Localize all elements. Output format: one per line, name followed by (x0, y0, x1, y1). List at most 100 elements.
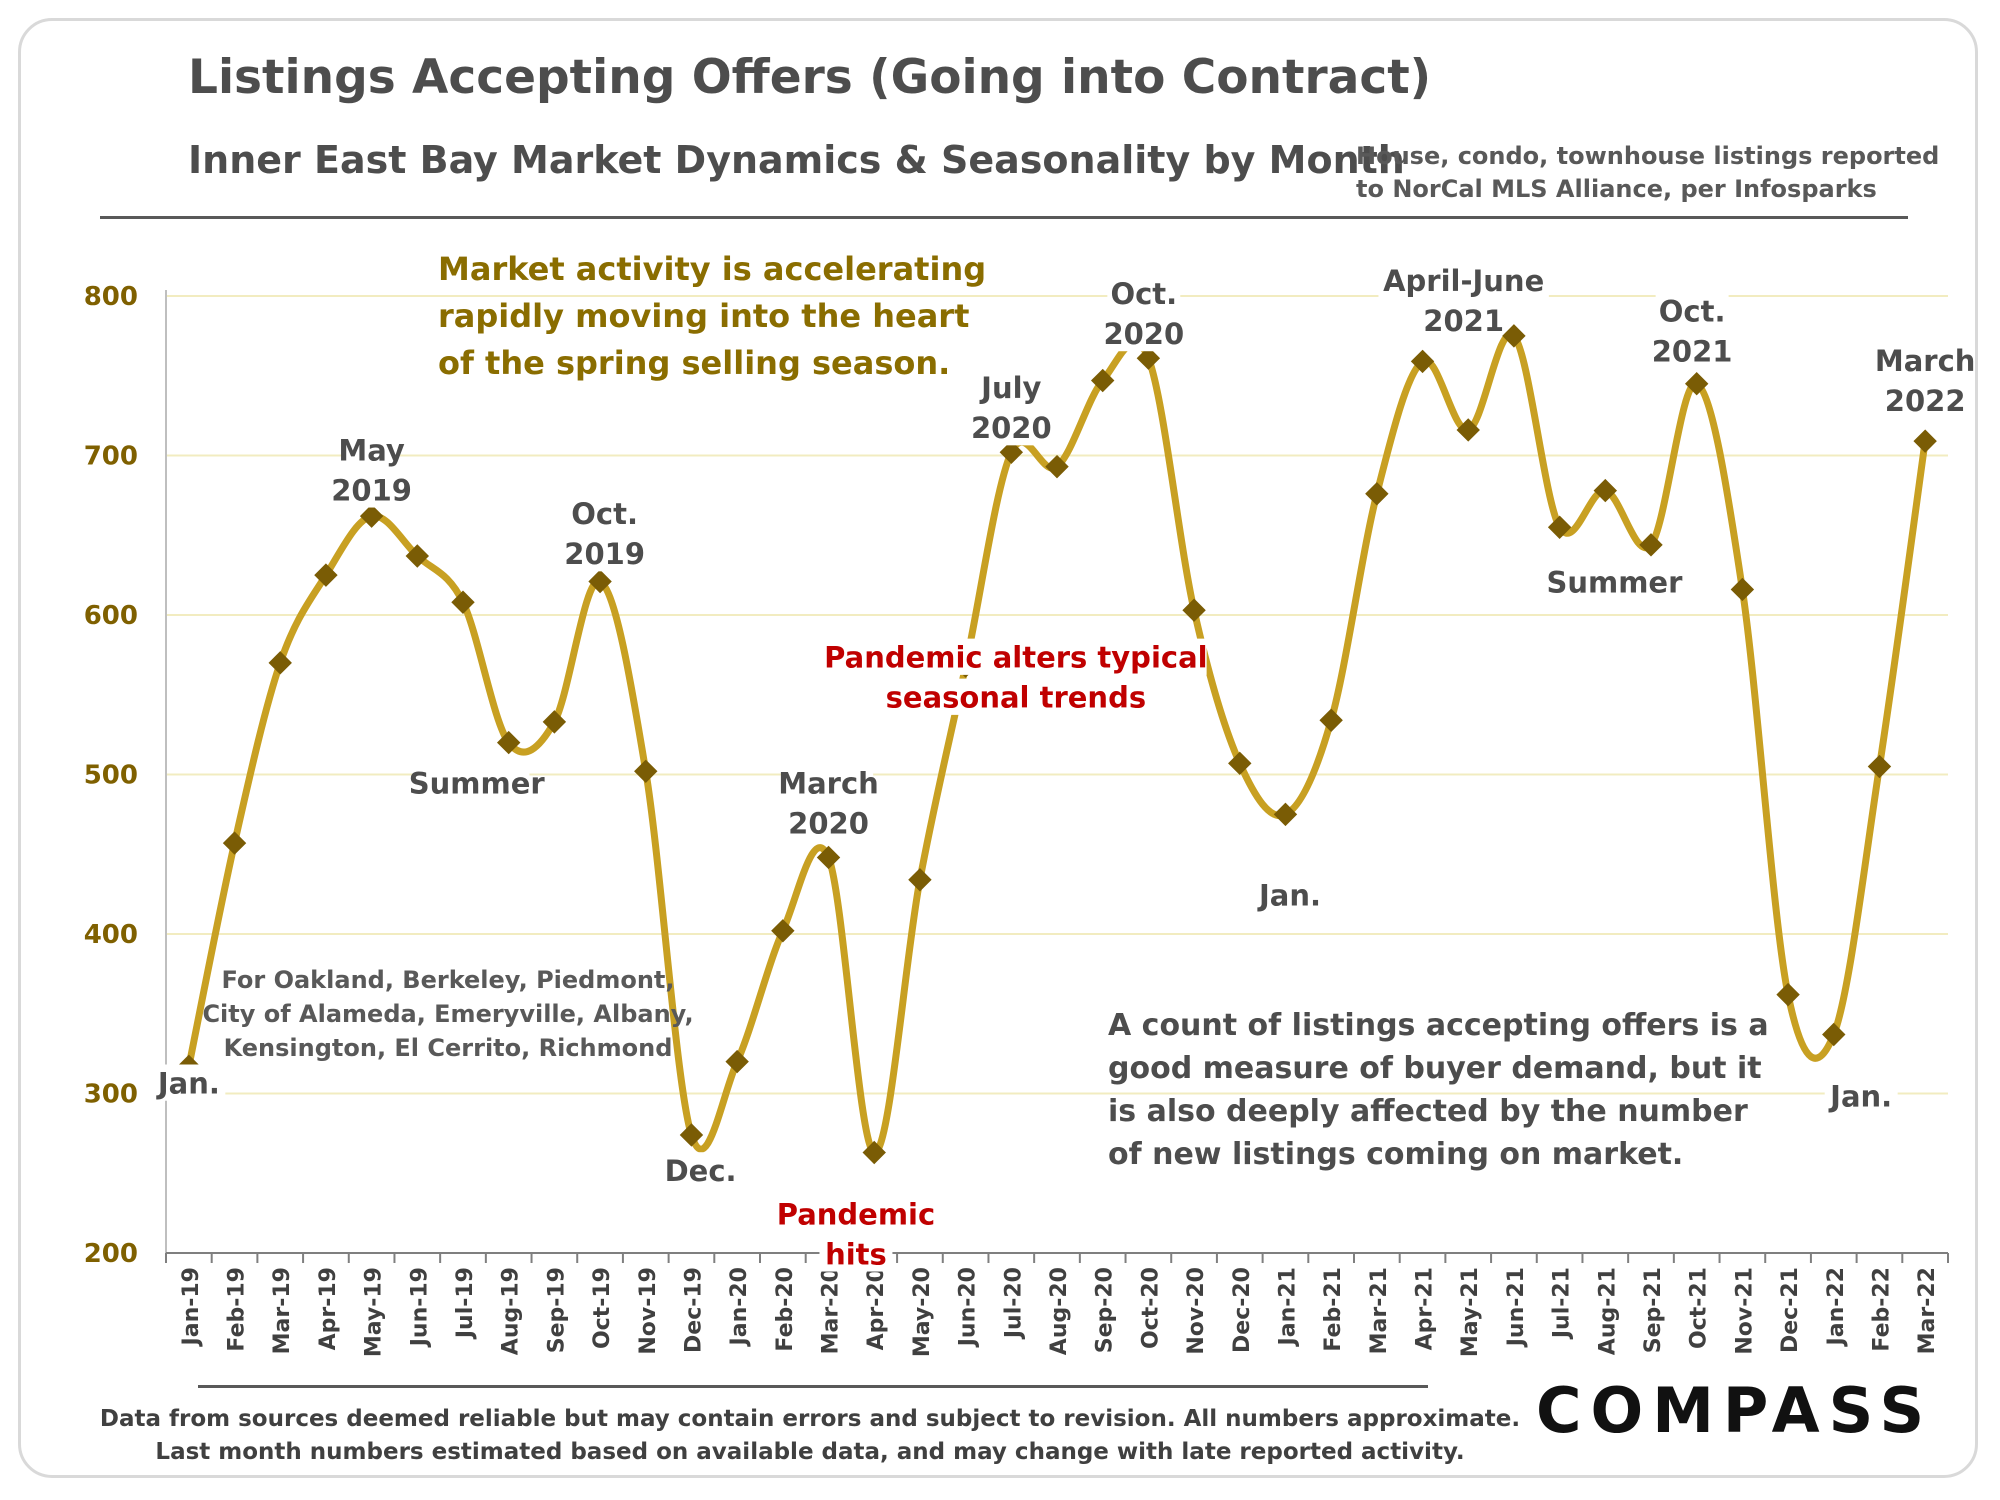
label-background (974, 369, 1048, 406)
annotation-line: 2021 (1423, 304, 1504, 338)
annotation-line: 2021 (1652, 335, 1733, 369)
data-point-marker (1547, 515, 1572, 539)
chart-card (18, 18, 1978, 1478)
annotation-line: Oct. (1110, 277, 1177, 311)
data-point-marker (542, 710, 567, 734)
label-background (890, 678, 1142, 715)
label-background (974, 409, 1048, 446)
annotation-line: Pandemic (777, 1197, 935, 1231)
data-point-marker (1730, 577, 1755, 602)
label-background (1888, 381, 1962, 419)
x-tick-label: Jun-21 (1504, 1267, 1529, 1348)
annotation-line: good measure of buyer demand, but it (1108, 1051, 1762, 1086)
x-tick-label: Oct-19 (590, 1267, 615, 1349)
label-background (786, 1195, 925, 1232)
x-tick-label: Jul-20 (1001, 1267, 1026, 1340)
data-point-marker (1776, 982, 1800, 1007)
annotation-line: July (979, 371, 1041, 405)
event-annotation: Pandemic hits (777, 1195, 935, 1272)
label-background (1378, 262, 1549, 299)
annotation-line: hits (825, 1237, 887, 1271)
data-point-marker (1410, 349, 1435, 374)
label-background (1427, 302, 1501, 339)
annotation-line: Kensington, El Cerrito, Richmond (224, 1034, 673, 1062)
annotation-line: April-June (1383, 264, 1544, 298)
period-annotation: May 2019 (331, 431, 412, 508)
period-annotation: Summer (1546, 563, 1683, 600)
period-annotation: Summer (409, 764, 545, 801)
x-tick-label: Jun-20 (956, 1267, 981, 1348)
data-point-marker (908, 868, 932, 892)
data-point-marker (1182, 598, 1206, 622)
annotation-line: of the spring selling season. (438, 344, 950, 382)
period-annotation: Dec. (664, 1152, 738, 1189)
period-annotation: Oct. 2019 (564, 495, 645, 572)
data-point-marker (451, 590, 475, 614)
data-point-marker (1228, 751, 1252, 776)
data-point-marker (771, 919, 795, 943)
market-activity-note: Market activity is accelerating rapidly m… (438, 250, 986, 382)
period-annotation: Jan. (1253, 876, 1327, 913)
annotation-line: Oct. (571, 497, 638, 531)
label-background (152, 1064, 226, 1101)
label-background (335, 471, 409, 508)
footnote-line: Data from sources deemed reliable but ma… (99, 1406, 1521, 1432)
annotation-line: 2020 (788, 807, 869, 841)
label-background (1107, 274, 1181, 312)
cities-note: For Oakland, Berkeley, Piedmont, City of … (202, 966, 693, 1062)
period-annotation: April-June 2021 (1378, 262, 1549, 339)
annotation-line: City of Alameda, Emeryville, Albany, (202, 1000, 693, 1028)
x-tick-label: Sep-19 (544, 1267, 569, 1353)
data-point-marker (222, 831, 247, 855)
label-background (568, 495, 642, 532)
data-point-marker (1913, 429, 1937, 453)
annotation-line: Jan. (1257, 878, 1321, 912)
x-tick-label: Dec-19 (681, 1267, 706, 1353)
period-annotation: March 2020 (778, 764, 879, 841)
x-tick-label: Feb-20 (773, 1267, 798, 1352)
count-note: A count of listings accepting offers is … (1108, 1008, 1769, 1172)
annotation-line: rapidly moving into the heart (438, 297, 969, 335)
x-tick-label: Nov-20 (1184, 1267, 1209, 1355)
footnote-line: Last month numbers estimated based on av… (155, 1439, 1465, 1465)
footer-divider (198, 1385, 1428, 1388)
x-tick-label: Mar-20 (819, 1267, 844, 1354)
x-tick-label: Feb-19 (225, 1267, 250, 1352)
label-background (1655, 332, 1729, 369)
y-tick-label: 300 (84, 1080, 138, 1110)
annotation-line: Pandemic alters typical (824, 641, 1207, 675)
event-annotation: Pandemic alters typical seasonal trends (824, 638, 1208, 715)
y-tick-label: 800 (84, 282, 138, 312)
annotation-line: Dec. (665, 1154, 737, 1188)
x-tick-label: Sep-21 (1641, 1267, 1666, 1353)
annotation-line: For Oakland, Berkeley, Piedmont, (221, 966, 674, 994)
x-tick-label: Nov-21 (1732, 1267, 1757, 1355)
data-point-marker (1822, 1022, 1846, 1047)
y-tick-label: 700 (84, 442, 138, 472)
label-background (1107, 314, 1181, 352)
data-point-marker (314, 563, 338, 587)
data-point-marker (1684, 372, 1709, 396)
period-annotation: Jan. (1824, 1077, 1898, 1114)
data-point-marker (1867, 754, 1892, 779)
data-point-marker (1593, 478, 1618, 503)
data-point-marker (1045, 454, 1069, 479)
annotation-line: 2022 (1885, 384, 1966, 418)
x-tick-label: Oct-20 (1138, 1267, 1163, 1349)
data-point-marker (634, 759, 658, 784)
x-tick-label: Jan-19 (179, 1267, 204, 1347)
label-background (1561, 563, 1668, 600)
x-tick-label: Aug-20 (1047, 1267, 1072, 1355)
y-tick-label: 400 (84, 920, 138, 950)
annotation-line: Jan. (1828, 1079, 1892, 1113)
x-tick-label: May-19 (362, 1267, 387, 1357)
compass-logo: COMPASS (1536, 1374, 1934, 1447)
annotation-line: Oct. (1659, 295, 1726, 329)
x-tick-label: Mar-21 (1367, 1267, 1392, 1354)
footnote: Data from sources deemed reliable but ma… (0, 1403, 1620, 1469)
x-tick-label: Aug-19 (499, 1267, 524, 1355)
label-background (1880, 341, 1970, 379)
label-background (568, 535, 642, 572)
data-point-marker (268, 651, 292, 675)
label-background (783, 764, 874, 801)
